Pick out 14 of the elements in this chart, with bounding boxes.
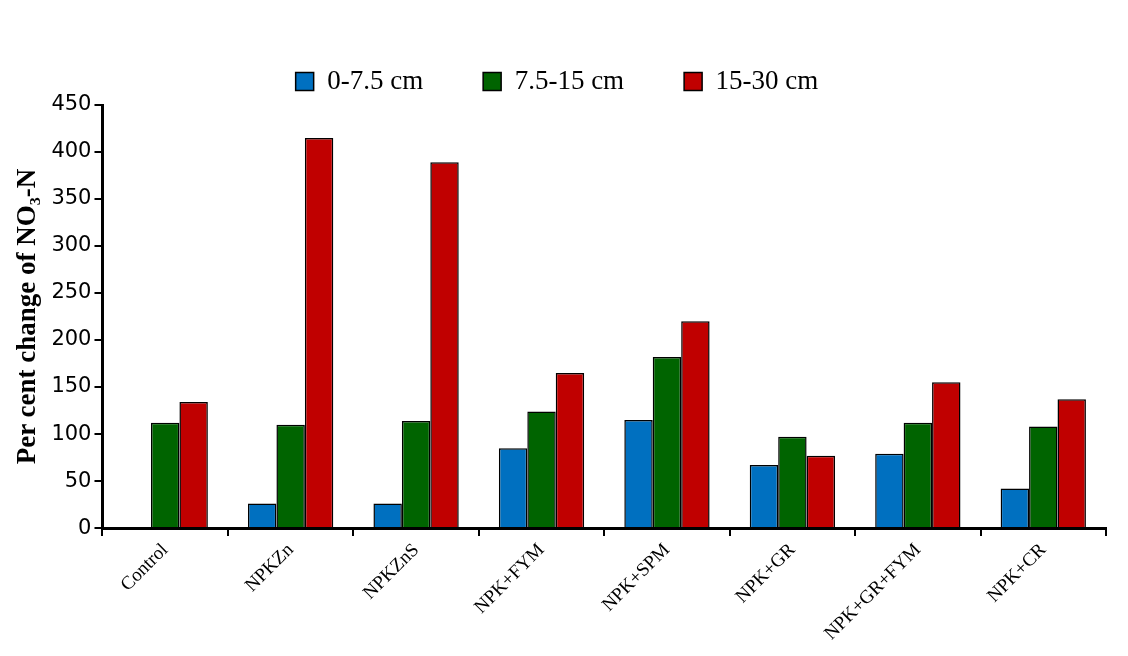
y-tick-label: 50 xyxy=(64,467,92,492)
y-tick-label: 250 xyxy=(51,279,92,304)
y-tick-label: 300 xyxy=(51,232,92,257)
legend-label: 15-30 cm xyxy=(715,64,819,95)
y-tick-label: 400 xyxy=(51,138,92,163)
y-tick-label: 100 xyxy=(51,420,92,445)
y-tick-label: 200 xyxy=(51,326,92,351)
y-axis-title: Per cent change of NO₃-N xyxy=(11,168,42,465)
y-tick-label: 0 xyxy=(78,514,92,539)
legend-label: 0-7.5 cm xyxy=(327,64,424,95)
y-tick-label: 150 xyxy=(51,373,92,398)
y-tick-label: 350 xyxy=(51,185,92,210)
legend-label: 7.5-15 cm xyxy=(514,64,625,95)
y-tick-label: 450 xyxy=(51,91,92,116)
